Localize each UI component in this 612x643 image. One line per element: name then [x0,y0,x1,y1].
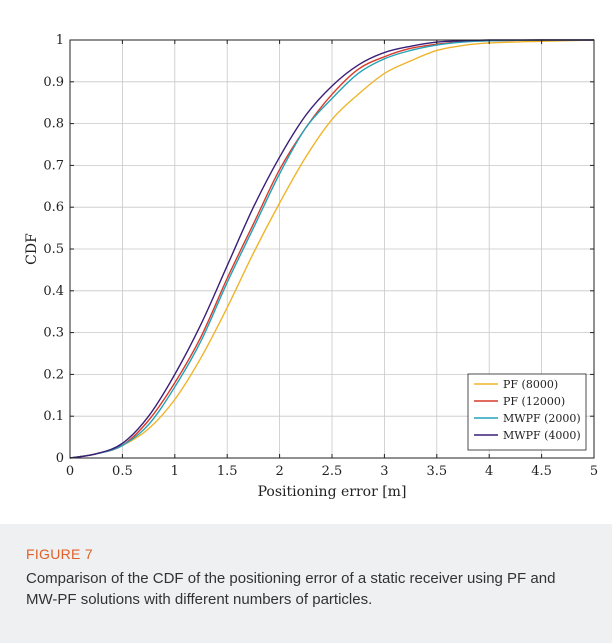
x-tick-label: 2.5 [322,464,343,479]
series-lines [69,39,595,459]
x-tick-label: 1.5 [217,464,238,479]
legend-label-0: PF (8000) [503,378,558,391]
y-tick-label: 0.3 [43,326,64,341]
y-tick-label: 0.7 [43,158,64,173]
axis-ticks: 0 0.5 1 1.5 2 2.5 3 3.5 4 4.5 5 0 0.1 0.2 0.3 0.4 0.5 0.6… [43,33,598,479]
x-tick-label: 3 [380,464,388,479]
caption-box [0,524,612,643]
series-line-2 [69,39,594,459]
y-tick-label: 0 [56,451,64,466]
cdf-chart: 0 0.5 1 1.5 2 2.5 3 3.5 4 4.5 5 0 0.1 0.2 0.3 0.4 0.5 0.6… [24,33,598,500]
figure-label: FIGURE 7 [26,546,93,562]
y-axis-title: CDF [24,233,40,265]
y-tick-label: 0.5 [43,242,64,257]
y-tick-label: 0.9 [43,75,64,90]
figure-caption: Comparison of the CDF of the positioning… [26,570,556,608]
y-tick-label: 0.6 [43,200,64,215]
y-tick-label: 1 [56,33,64,48]
y-tick-label: 0.4 [43,284,64,299]
x-tick-label: 0 [66,464,74,479]
x-tick-label: 4.5 [531,464,552,479]
x-tick-label: 4 [485,464,493,479]
y-tick-label: 0.1 [43,409,64,424]
legend-label-1: PF (12000) [503,395,565,408]
x-tick-label: 1 [171,464,179,479]
legend-box [467,373,587,451]
x-tick-label: 3.5 [426,464,447,479]
x-tick-label: 0.5 [112,464,133,479]
y-tick-label: 0.8 [43,117,64,132]
legend: PF (8000) PF (12000) MWPF (2000) MWPF (4000… [467,373,587,451]
x-axis-title: Positioning error [m] [258,484,407,500]
legend-label-3: MWPF (4000) [503,429,581,442]
x-tick-label: 2 [275,464,283,479]
series-line-3 [69,39,594,459]
x-tick-label: 5 [590,464,598,479]
y-tick-label: 0.2 [43,367,64,382]
legend-label-2: MWPF (2000) [503,412,581,425]
series-line-0 [69,39,595,459]
